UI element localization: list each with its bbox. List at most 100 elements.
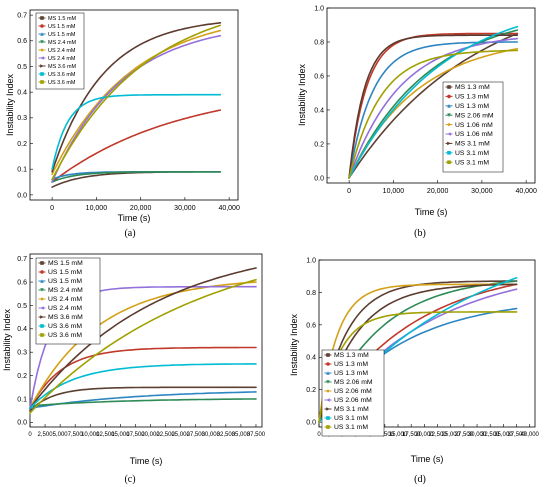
legend-marker bbox=[40, 279, 44, 283]
legend-marker bbox=[447, 141, 451, 146]
legend-entry-label: US 2.06 mM bbox=[334, 388, 372, 395]
legend-entry-label: MS 3.6 mM bbox=[48, 64, 77, 70]
x-tick-label: 20,000 bbox=[130, 205, 152, 212]
y-tick-label: 0.2 bbox=[17, 141, 27, 148]
y-axis-title: Instability Index bbox=[297, 63, 307, 126]
legend-marker bbox=[40, 297, 44, 301]
series-line-2 bbox=[348, 32, 519, 179]
legend-marker bbox=[326, 425, 330, 429]
chart-panel-c: 0.0 0.1 0.2 0.3 0.4 0.5 0.6 0.7 0 2,500 5,000 7,500… bbox=[2, 253, 266, 485]
legend-marker bbox=[40, 80, 44, 84]
y-tick-label: 0.4 bbox=[17, 326, 27, 333]
legend: MS 1.5 mM US 1.5 mM US 1.5 mM MS 2.4 mM US 2… bbox=[35, 257, 101, 345]
plot-frame bbox=[29, 9, 239, 201]
series-line-5 bbox=[318, 283, 518, 423]
legend-marker bbox=[40, 24, 44, 28]
legend-entry-label: US 1.3 mM bbox=[334, 361, 368, 368]
series-line-7 bbox=[348, 34, 519, 179]
x-tick-label: 22,500 bbox=[428, 432, 447, 438]
series-line-4 bbox=[29, 398, 257, 407]
x-tick-label: 10,000 bbox=[86, 205, 108, 212]
legend-marker bbox=[447, 85, 451, 89]
y-tick-label: 0.0 bbox=[306, 420, 316, 427]
series-line-6 bbox=[348, 37, 519, 179]
legend-entry-label: US 1.5 mM bbox=[48, 278, 82, 285]
legend-marker bbox=[40, 324, 44, 328]
x-tick-label: 15,000 bbox=[389, 432, 408, 438]
series-line-2 bbox=[51, 109, 222, 183]
legend-entry-label: US 1.3 mM bbox=[455, 94, 489, 101]
legend-entry-label: US 1.5 mM bbox=[48, 269, 82, 276]
y-tick-label: 1.0 bbox=[314, 5, 324, 12]
legend-entry-label: US 3.1 mM bbox=[334, 415, 368, 422]
legend-marker bbox=[40, 16, 44, 20]
legend-marker bbox=[40, 270, 44, 274]
y-tick-label: 0.0 bbox=[314, 175, 324, 182]
series-line-8 bbox=[51, 93, 222, 170]
series-line-4 bbox=[51, 171, 222, 183]
x-tick-label: 35,000 bbox=[232, 432, 251, 438]
y-tick-label: 0.3 bbox=[17, 350, 27, 357]
legend-entry-label: MS 3.1 mM bbox=[455, 141, 490, 148]
legend-marker bbox=[326, 398, 330, 402]
y-tick-label: 0.6 bbox=[17, 38, 27, 45]
x-tick-label: 10,000 bbox=[81, 432, 100, 438]
series-line-7 bbox=[318, 283, 518, 423]
legend-entry-label: MS 2.4 mM bbox=[48, 40, 77, 46]
legend-marker bbox=[40, 48, 44, 52]
y-tick-label: 0.2 bbox=[17, 373, 27, 380]
legend-marker bbox=[326, 371, 330, 375]
x-tick-label: 5,000 bbox=[53, 432, 69, 438]
panel-label: (d) bbox=[414, 474, 426, 485]
x-tick-label: 22,500 bbox=[156, 432, 175, 438]
series-line-9 bbox=[318, 311, 518, 423]
x-tick-label: 27,500 bbox=[455, 432, 474, 438]
legend-marker bbox=[40, 72, 44, 76]
x-tick-label: 20,000 bbox=[427, 188, 449, 195]
legend-marker bbox=[326, 380, 330, 384]
legend-entry-label: MS 1.3 mM bbox=[334, 352, 369, 359]
x-tick-label: 25,000 bbox=[171, 432, 190, 438]
series-line-1 bbox=[348, 32, 519, 179]
x-tick-label: 7,500 bbox=[68, 432, 84, 438]
x-axis-title: Time (s) bbox=[130, 456, 163, 466]
y-tick-label: 0.5 bbox=[17, 303, 27, 310]
legend-entry-label: MS 1.5 mM bbox=[48, 16, 77, 22]
series-line-9 bbox=[29, 278, 257, 414]
plot-frame bbox=[29, 253, 263, 428]
legend-entry-label: MS 1.3 mM bbox=[455, 84, 490, 91]
legend-marker bbox=[326, 362, 330, 366]
x-tick-label: 30,000 bbox=[174, 205, 196, 212]
x-tick-label: 12,500 bbox=[376, 432, 395, 438]
legend-entry-label: US 2.06 mM bbox=[334, 397, 372, 404]
legend-marker bbox=[326, 389, 330, 393]
legend-entry-label: US 3.1 mM bbox=[455, 150, 489, 157]
legend-marker bbox=[40, 261, 44, 265]
legend-entry-label: US 2.4 mM bbox=[48, 305, 82, 312]
y-tick-label: 0.6 bbox=[17, 279, 27, 286]
x-tick-label: 17,500 bbox=[126, 432, 145, 438]
legend-marker bbox=[447, 113, 451, 117]
series-line-8 bbox=[348, 25, 519, 179]
legend-entry-label: MS 3.6 mM bbox=[48, 314, 83, 321]
plot-frame bbox=[318, 259, 536, 428]
y-axis-title: Instability Index bbox=[289, 313, 299, 376]
legend: MS 1.5 mM US 1.5 mM US 1.5 mM MS 2.4 mM US 2… bbox=[35, 12, 85, 90]
x-tick-label: 37,500 bbox=[507, 432, 526, 438]
y-tick-label: 0.7 bbox=[17, 256, 27, 263]
y-tick-label: 0.1 bbox=[17, 396, 27, 403]
y-tick-label: 0.6 bbox=[306, 322, 316, 329]
series-line-5 bbox=[51, 29, 222, 176]
chart-panel-b: 0.0 0.2 0.4 0.6 0.8 1.0 0 10,000 20,000 30,000 40,… bbox=[297, 5, 537, 239]
chart-panel-a: 0.0 0.1 0.2 0.3 0.4 0.5 0.6 0.7 0 10,000 20,000 30,… bbox=[5, 9, 240, 239]
y-tick-label: 0.4 bbox=[17, 90, 27, 97]
legend-marker bbox=[40, 306, 44, 310]
y-tick-label: 0.3 bbox=[17, 115, 27, 122]
legend-entry-label: MS 2.06 mM bbox=[455, 112, 494, 119]
legend-entry-label: US 1.5 mM bbox=[48, 32, 76, 38]
x-tick-label: 37,500 bbox=[247, 432, 266, 438]
legend-entry-label: US 2.4 mM bbox=[48, 56, 76, 62]
legend-marker bbox=[326, 416, 330, 420]
